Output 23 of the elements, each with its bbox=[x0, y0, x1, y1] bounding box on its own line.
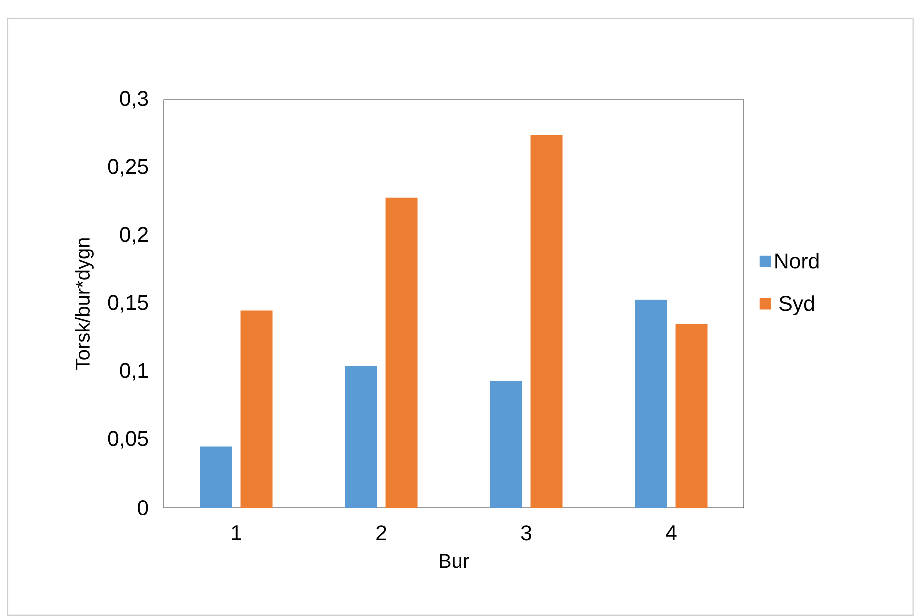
bar bbox=[386, 198, 418, 508]
y-tick-label: 0 bbox=[138, 500, 148, 516]
legend-label: Nord bbox=[776, 253, 819, 269]
bar bbox=[200, 446, 232, 508]
bar bbox=[676, 324, 708, 508]
y-tick-label: 0,25 bbox=[108, 159, 148, 177]
x-tick-label: 2 bbox=[376, 526, 386, 540]
x-axis-title: Bur bbox=[440, 554, 470, 568]
bar bbox=[345, 366, 378, 508]
y-axis-title: Torsk/bur*dygn bbox=[75, 238, 94, 370]
legend-label: Syd bbox=[780, 296, 814, 316]
x-tick-label: 3 bbox=[521, 526, 532, 541]
bar bbox=[490, 382, 522, 508]
bar bbox=[635, 300, 668, 508]
bar bbox=[530, 135, 563, 508]
bar bbox=[240, 310, 273, 508]
y-tick-label: 0,3 bbox=[120, 91, 148, 109]
y-tick-label: 0,05 bbox=[108, 431, 148, 449]
y-tick-label: 0,15 bbox=[108, 295, 148, 313]
y-tick-label: 0,2 bbox=[120, 227, 148, 245]
y-tick-label: 0,1 bbox=[120, 363, 148, 381]
x-tick-label: 1 bbox=[232, 526, 242, 540]
x-tick-label: 4 bbox=[666, 526, 677, 540]
